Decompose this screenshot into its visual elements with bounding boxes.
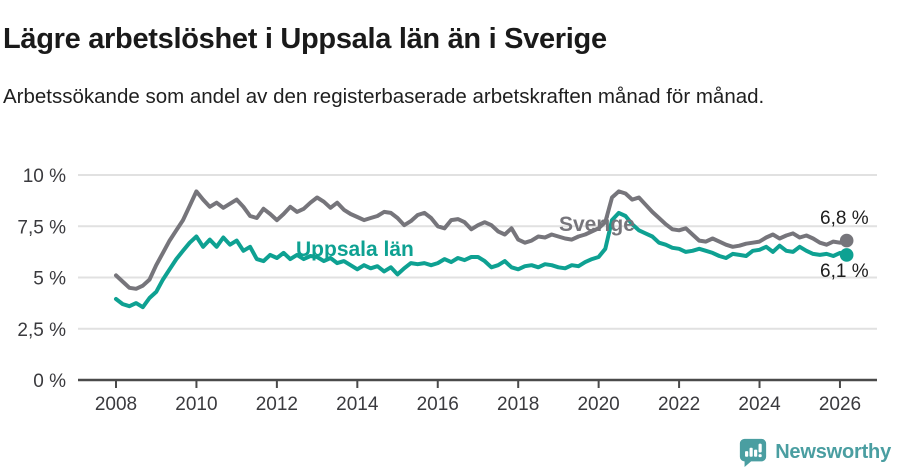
end-value-label-uppsala: 6,1 % — [820, 261, 869, 282]
x-axis-tick-label: 2026 — [819, 394, 861, 415]
series-label-uppsala: Uppsala län — [296, 238, 414, 261]
x-axis-tick-label: 2010 — [175, 394, 217, 415]
y-axis-tick-label: 0 % — [33, 371, 66, 392]
x-axis-tick-label: 2014 — [336, 394, 379, 415]
brand-name: Newsworthy — [775, 440, 891, 463]
series-line-sverige — [114, 189, 849, 291]
x-axis-tick-label: 2016 — [417, 394, 459, 415]
page-title: Lägre arbetslöshet i Uppsala län än i Sv… — [3, 23, 607, 56]
speech-bubble-bar-chart-icon — [740, 438, 767, 467]
x-axis-tick-label: 2018 — [497, 394, 539, 415]
y-axis-tick-label: 10 % — [23, 166, 66, 187]
series-end-dot-sverige — [839, 233, 854, 248]
y-axis-tick-label: 5 % — [33, 269, 66, 290]
end-value-label-sverige: 6,8 % — [820, 208, 869, 229]
series-end-dot-uppsala-l-n — [839, 248, 854, 262]
x-axis-tick-label: 2022 — [658, 394, 700, 415]
newsworthy-logo: Newsworthy — [738, 437, 891, 467]
x-axis-tick-label: 2008 — [95, 394, 137, 415]
series-label-sverige: Sverige — [559, 213, 635, 236]
x-axis-tick-label: 2020 — [577, 394, 619, 415]
chart-subtitle: Arbetssökande som andel av den registerb… — [3, 84, 765, 108]
y-axis-tick-label: 7,5 % — [17, 217, 66, 238]
x-axis-tick-label: 2024 — [738, 394, 781, 415]
series-line-uppsala-l-n — [114, 210, 849, 310]
x-axis-tick-label: 2012 — [256, 394, 298, 415]
y-axis-tick-label: 2,5 % — [17, 320, 66, 341]
